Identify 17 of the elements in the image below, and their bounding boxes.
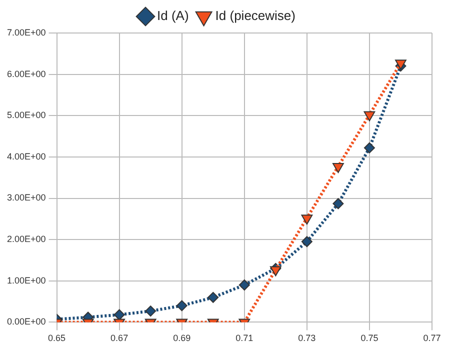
x-tick-label: 0.67 <box>110 333 128 344</box>
y-tick-label: 7.00E+00 <box>6 27 46 38</box>
y-tick-label: 6.00E+00 <box>6 68 46 79</box>
x-tick-label: 0.77 <box>423 333 441 344</box>
y-tick-label: 3.00E+00 <box>6 192 46 203</box>
x-tick-label: 0.73 <box>298 333 316 344</box>
x-tick-label: 0.71 <box>236 333 254 344</box>
x-tick-label: 0.69 <box>173 333 191 344</box>
y-tick-label: 5.00E+00 <box>6 110 46 120</box>
x-tick-label: 0.75 <box>360 333 378 344</box>
y-tick-label: 2.00E+00 <box>6 234 46 244</box>
y-tick-label: 4.00E+00 <box>6 151 46 162</box>
legend-label: Id (A) <box>157 8 189 24</box>
x-tick-label: 0.65 <box>48 333 66 344</box>
y-tick-label: 1.00E+00 <box>6 275 46 286</box>
y-tick-label: 0.00E+00 <box>6 316 46 327</box>
legend-label: Id (piecewise) <box>215 8 296 24</box>
